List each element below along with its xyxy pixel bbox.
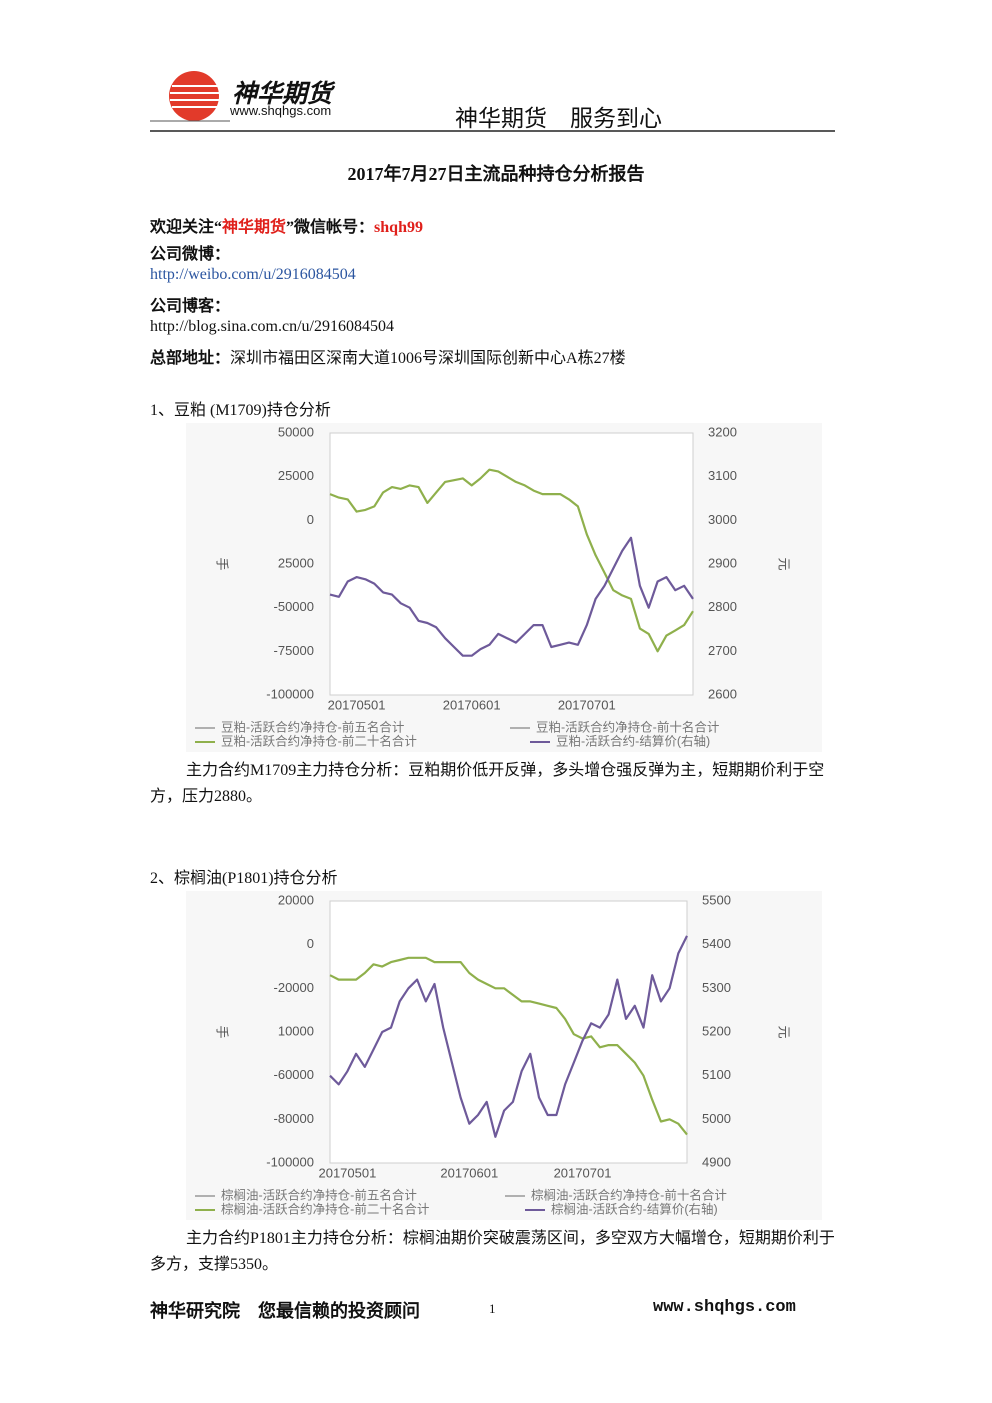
slogan: 神华期货 服务到心 xyxy=(455,106,662,132)
y2-axis-label: 元 xyxy=(777,557,792,570)
y2-tick-label: 3000 xyxy=(708,512,737,527)
y2-tick-label: 2900 xyxy=(708,555,737,570)
y-tick-label: -100000 xyxy=(266,1154,314,1169)
legend-label: 棕榈油-活跃合约净持仓-前二十名合计 xyxy=(221,1201,429,1216)
weibo-link[interactable]: http://weibo.com/u/2916084504 xyxy=(150,266,356,283)
y2-tick-label: 3100 xyxy=(708,468,737,483)
text: ”微信帐号： xyxy=(286,219,375,236)
section-heading: 2、棕榈油(P1801)持仓分析 xyxy=(150,870,338,887)
series-line xyxy=(329,468,694,653)
y2-tick-label: 5400 xyxy=(702,936,731,951)
legend-label: 豆粕-活跃合约净持仓-前十名合计 xyxy=(536,719,719,734)
plot-area xyxy=(329,900,688,1164)
wechat-name: 神华期货 xyxy=(222,219,287,236)
blog-label: 公司博客： xyxy=(150,298,231,315)
section-heading: 1、豆粕 (M1709)持仓分析 xyxy=(150,402,331,419)
y2-tick-label: 2700 xyxy=(708,643,737,658)
address-label: 总部地址： xyxy=(150,350,231,367)
y-axis-label: 手 xyxy=(215,557,230,570)
legend-label: 豆粕-活跃合约-结算价(右轴) xyxy=(556,733,710,748)
y-tick-label: 10000 xyxy=(278,1023,314,1038)
y-tick-label: -20000 xyxy=(274,980,314,995)
y2-tick-label: 5500 xyxy=(702,892,731,907)
legend-label: 豆粕-活跃合约净持仓-前二十名合计 xyxy=(221,733,417,748)
y2-tick-label: 2600 xyxy=(708,686,737,701)
y2-tick-label: 5200 xyxy=(702,1023,731,1038)
y-tick-label: 25000 xyxy=(278,555,314,570)
report-title: 2017年7月27日主流品种持仓分析报告 xyxy=(347,164,645,184)
y-axis-label: 手 xyxy=(215,1025,230,1038)
legend-label: 豆粕-活跃合约净持仓-前五名合计 xyxy=(221,719,404,734)
x-tick-label: 20170601 xyxy=(440,1165,498,1180)
weibo-label: 公司微博： xyxy=(150,246,231,263)
x-tick-label: 20170601 xyxy=(443,697,501,712)
y-tick-label: 20000 xyxy=(278,892,314,907)
x-tick-label: 20170701 xyxy=(554,1165,612,1180)
y-tick-label: -100000 xyxy=(266,686,314,701)
y2-tick-label: 4900 xyxy=(702,1154,731,1169)
analysis: 主力合约M1709主力持仓分析：豆粕期价低开反弹，多头增仓强反弹为主，短期期价利… xyxy=(150,762,825,805)
brand-url: www.shqhgs.com xyxy=(230,103,332,118)
wechat-line: 欢迎关注“神华期货”微信帐号：shqh99 xyxy=(150,213,423,237)
y-tick-label: 0 xyxy=(307,936,314,951)
x-tick-label: 20170501 xyxy=(328,697,386,712)
y-tick-label: 25000 xyxy=(278,468,314,483)
blog-link: http://blog.sina.com.cn/u/2916084504 xyxy=(150,318,394,335)
y-tick-label: -75000 xyxy=(274,643,314,658)
y-tick-label: -50000 xyxy=(274,599,314,614)
y-tick-label: 50000 xyxy=(278,424,314,439)
y2-tick-label: 3200 xyxy=(708,424,737,439)
y2-tick-label: 2800 xyxy=(708,599,737,614)
legend-label: 棕榈油-活跃合约净持仓-前五名合计 xyxy=(221,1187,417,1202)
series-line xyxy=(329,956,688,1136)
brand: 神华期货 xyxy=(232,79,333,108)
wechat-id: shqh99 xyxy=(374,219,423,236)
logo-stripes xyxy=(170,85,219,108)
y-tick-label: -60000 xyxy=(274,1067,314,1082)
y2-axis-label: 元 xyxy=(777,1025,792,1038)
series-line xyxy=(329,536,694,657)
x-tick-label: 20170701 xyxy=(558,697,616,712)
text: 欢迎关注“ xyxy=(150,219,223,236)
plot-area xyxy=(329,432,694,696)
y2-tick-label: 5000 xyxy=(702,1111,731,1126)
logo-mark xyxy=(169,71,219,121)
series-line xyxy=(329,935,688,1138)
y2-tick-label: 5100 xyxy=(702,1067,731,1082)
address-line: 总部地址：深圳市福田区深南大道1006号深圳国际创新中心A栋27楼 xyxy=(150,344,626,368)
address: 深圳市福田区深南大道1006号深圳国际创新中心A栋27楼 xyxy=(230,350,626,367)
y-tick-label: 0 xyxy=(307,512,314,527)
legend-label: 棕榈油-活跃合约净持仓-前十名合计 xyxy=(531,1187,727,1202)
x-tick-label: 20170501 xyxy=(318,1165,376,1180)
analysis: 主力合约P1801主力持仓分析：棕榈油期价突破震荡区间，多空双方大幅增仓，短期期… xyxy=(150,1230,835,1273)
footer-url: www.shqhgs.com xyxy=(653,1298,796,1317)
legend-label: 棕榈油-活跃合约-结算价(右轴) xyxy=(551,1201,718,1216)
footer-left: 神华研究院 您最信赖的投资顾问 xyxy=(150,1301,420,1321)
y-tick-label: -80000 xyxy=(274,1111,314,1126)
y2-tick-label: 5300 xyxy=(702,980,731,995)
page-number: 1 xyxy=(489,1301,496,1316)
